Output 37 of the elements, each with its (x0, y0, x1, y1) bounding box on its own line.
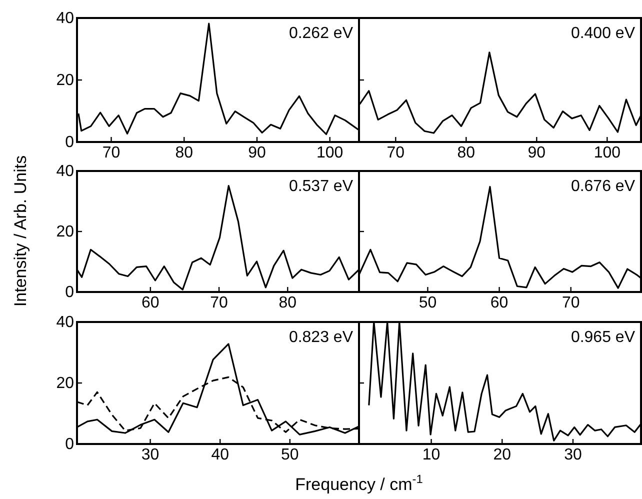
x-tick-label: 100 (316, 144, 344, 162)
y-tick-label: 40 (56, 314, 74, 332)
annotation: 0.823 eV (288, 329, 354, 346)
annotation: 0.262 eV (288, 25, 354, 42)
y-tick-label: 0 (65, 284, 74, 302)
x-tick-label: 70 (562, 294, 580, 312)
x-tick-label: 50 (418, 294, 437, 312)
x-tick-label: 80 (457, 144, 476, 162)
x-tick-label: 50 (281, 446, 299, 464)
x-axis-title: Frequency / cm$^{-1}$ (295, 472, 424, 494)
x-tick-label: 70 (210, 294, 228, 312)
annotation: 0.400 eV (570, 25, 636, 42)
annotation: 0.676 eV (570, 178, 636, 195)
y-tick-label: 20 (56, 375, 74, 392)
x-tick-label: 70 (102, 144, 120, 162)
y-tick-label: 20 (56, 72, 74, 90)
x-tick-label: 10 (422, 446, 440, 464)
x-tick-label: 40 (211, 446, 230, 464)
x-tick-label: 100 (594, 144, 621, 162)
x-tick-label: 90 (248, 144, 266, 162)
y-tick-label: 40 (56, 10, 74, 28)
y-axis-title: Intensity / Arb. Units (11, 155, 30, 307)
annotation: 0.537 eV (288, 178, 354, 195)
x-tick-label: 80 (278, 294, 297, 312)
x-tick-label: 30 (564, 446, 582, 464)
y-tick-label: 0 (65, 134, 74, 152)
x-tick-label: 60 (142, 294, 160, 312)
annotation: 0.965 eV (570, 329, 636, 346)
y-tick-label: 20 (56, 224, 74, 241)
y-tick-label: 40 (56, 163, 74, 180)
x-tick-label: 20 (493, 446, 512, 464)
x-tick-label: 30 (141, 446, 160, 464)
y-tick-label: 0 (65, 436, 74, 454)
x-tick-label: 80 (175, 144, 194, 162)
x-tick-label: 70 (386, 144, 405, 162)
x-tick-label: 60 (490, 294, 508, 312)
x-tick-label: 90 (528, 144, 546, 162)
